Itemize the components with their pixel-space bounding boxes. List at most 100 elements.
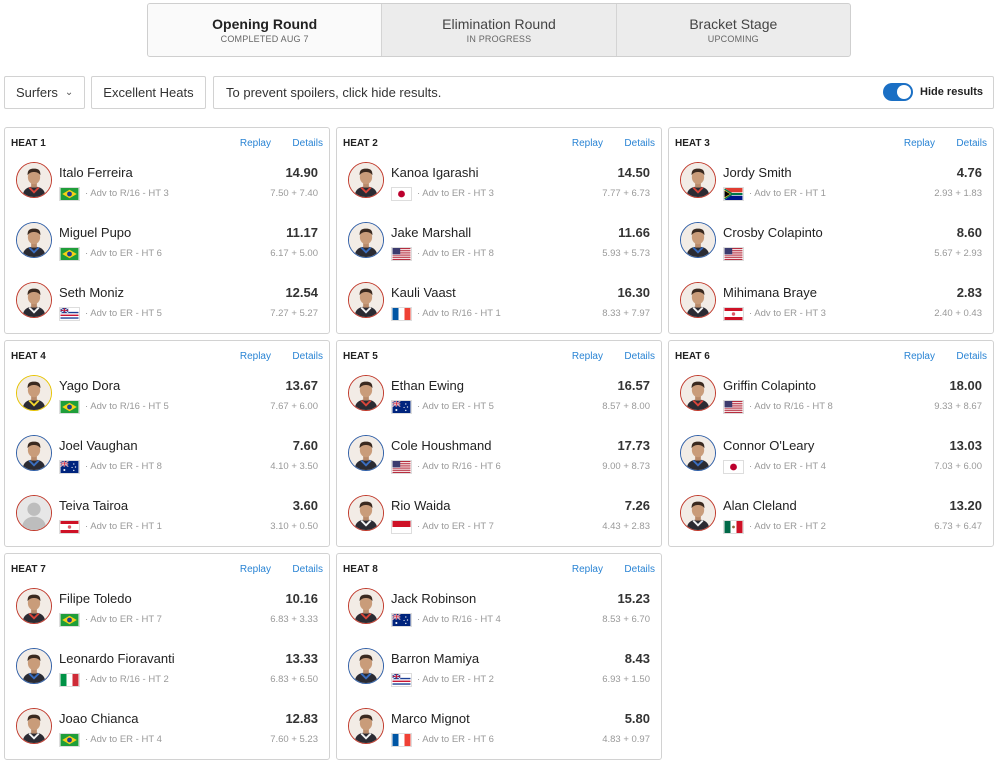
heat-card: HEAT 6 Replay Details Griffin Colapinto · Ad… bbox=[668, 340, 994, 547]
heat-total-score: 7.60 bbox=[292, 438, 318, 453]
surfer-row[interactable]: Ethan Ewing · Adv to ER - HT 5 16.57 8.57 +… bbox=[337, 371, 661, 431]
heat-card: HEAT 5 Replay Details Ethan Ewing · Adv to E… bbox=[336, 340, 662, 547]
surfer-row[interactable]: Joao Chianca · Adv to ER - HT 4 12.83 7.60 … bbox=[5, 704, 329, 762]
surfer-row[interactable]: Griffin Colapinto · Adv to R/16 - HT 8 18.… bbox=[669, 371, 993, 431]
flag-france-icon bbox=[391, 307, 412, 321]
surfer-name: Seth Moniz bbox=[59, 285, 125, 300]
surfer-row[interactable]: Kanoa Igarashi · Adv to ER - HT 3 14.50 7.7… bbox=[337, 158, 661, 218]
surfer-row[interactable]: Leonardo Fioravanti · Adv to R/16 - HT 2 1… bbox=[5, 644, 329, 704]
details-link[interactable]: Details bbox=[624, 351, 655, 362]
flag-australia-icon bbox=[391, 613, 412, 627]
details-link[interactable]: Details bbox=[292, 564, 323, 575]
surfer-name: Barron Mamiya bbox=[391, 651, 480, 666]
heat-total-score: 5.80 bbox=[624, 711, 650, 726]
hide-results-toggle[interactable] bbox=[883, 83, 914, 101]
flag-brazil-icon bbox=[59, 733, 80, 747]
replay-link[interactable]: Replay bbox=[903, 351, 935, 362]
wave-scores: 5.93 + 5.73 bbox=[602, 248, 650, 259]
advancement-text: · Adv to ER - HT 6 bbox=[85, 248, 162, 259]
wave-scores: 7.27 + 5.27 bbox=[270, 308, 318, 319]
surfer-row[interactable]: Connor O'Leary · Adv to ER - HT 4 13.03 7.0… bbox=[669, 431, 993, 491]
round-name: Opening Round bbox=[212, 16, 318, 32]
surfer-row[interactable]: Seth Moniz · Adv to ER - HT 5 12.54 7.27 + … bbox=[5, 278, 329, 338]
advancement-text: · Adv to ER - HT 7 bbox=[85, 614, 162, 625]
surfer-name: Mihimana Braye bbox=[723, 285, 817, 300]
surfer-row[interactable]: Mihimana Braye · Adv to ER - HT 3 2.83 2.40… bbox=[669, 278, 993, 338]
heat-card: HEAT 3 Replay Details Jordy Smith · Adv to E… bbox=[668, 127, 994, 334]
surfer-name: Joel Vaughan bbox=[59, 438, 138, 453]
heat-total-score: 16.30 bbox=[617, 285, 650, 300]
heat-card: HEAT 8 Replay Details Jack Robinson · Adv to… bbox=[336, 553, 662, 760]
avatar bbox=[348, 588, 384, 624]
surfer-row[interactable]: Jake Marshall · Adv to ER - HT 8 11.66 5.93… bbox=[337, 218, 661, 278]
spoiler-text: To prevent spoilers, click hide results. bbox=[226, 85, 442, 100]
surfer-name: Connor O'Leary bbox=[723, 438, 815, 453]
surfer-row[interactable]: Miguel Pupo · Adv to ER - HT 6 11.17 6.17 +… bbox=[5, 218, 329, 278]
surfers-dropdown[interactable]: Surfers ⌄ bbox=[4, 76, 86, 109]
replay-link[interactable]: Replay bbox=[903, 138, 935, 149]
tab-opening-round[interactable]: Opening Round COMPLETED AUG 7 bbox=[148, 4, 382, 56]
details-link[interactable]: Details bbox=[292, 138, 323, 149]
surfer-name: Jordy Smith bbox=[723, 165, 792, 180]
wave-scores: 2.40 + 0.43 bbox=[934, 308, 982, 319]
excellent-heats-button[interactable]: Excellent Heats bbox=[91, 76, 206, 109]
surfer-row[interactable]: Teiva Tairoa · Adv to ER - HT 1 3.60 3.10 +… bbox=[5, 491, 329, 551]
hide-results-control: Hide results bbox=[883, 83, 983, 101]
avatar bbox=[16, 375, 52, 411]
surfer-row[interactable]: Cole Houshmand · Adv to R/16 - HT 6 17.73 9… bbox=[337, 431, 661, 491]
advancement-text: · Adv to R/16 - HT 1 bbox=[417, 308, 501, 319]
heat-title: HEAT 3 bbox=[675, 138, 710, 149]
heat-title: HEAT 5 bbox=[343, 351, 378, 362]
surfer-name: Kauli Vaast bbox=[391, 285, 456, 300]
replay-link[interactable]: Replay bbox=[571, 351, 603, 362]
round-status: UPCOMING bbox=[707, 34, 759, 44]
surfer-row[interactable]: Kauli Vaast · Adv to R/16 - HT 1 16.30 8.33… bbox=[337, 278, 661, 338]
replay-link[interactable]: Replay bbox=[239, 351, 271, 362]
wave-scores: 4.43 + 2.83 bbox=[602, 521, 650, 532]
surfer-row[interactable]: Yago Dora · Adv to R/16 - HT 5 13.67 7.67 +… bbox=[5, 371, 329, 431]
surfer-name: Ethan Ewing bbox=[391, 378, 464, 393]
surfer-row[interactable]: Rio Waida · Adv to ER - HT 7 7.26 4.43 + 2.… bbox=[337, 491, 661, 551]
tab-bracket-stage[interactable]: Bracket Stage UPCOMING bbox=[615, 4, 850, 56]
surfer-row[interactable]: Italo Ferreira · Adv to R/16 - HT 3 14.90 7… bbox=[5, 158, 329, 218]
tab-elimination-round[interactable]: Elimination Round IN PROGRESS bbox=[381, 4, 615, 56]
surfer-row[interactable]: Alan Cleland · Adv to ER - HT 2 13.20 6.73 … bbox=[669, 491, 993, 551]
surfer-row[interactable]: Crosby Colapinto 8.60 5.67 + 2.93 bbox=[669, 218, 993, 278]
details-link[interactable]: Details bbox=[624, 138, 655, 149]
surfer-row[interactable]: Jack Robinson · Adv to R/16 - HT 4 15.23 8.… bbox=[337, 584, 661, 644]
details-link[interactable]: Details bbox=[956, 138, 987, 149]
avatar bbox=[16, 495, 52, 531]
replay-link[interactable]: Replay bbox=[239, 564, 271, 575]
details-link[interactable]: Details bbox=[956, 351, 987, 362]
advancement-text: · Adv to ER - HT 4 bbox=[85, 734, 162, 745]
advancement-text: · Adv to R/16 - HT 4 bbox=[417, 614, 501, 625]
surfer-row[interactable]: Joel Vaughan · Adv to ER - HT 8 7.60 4.10 +… bbox=[5, 431, 329, 491]
replay-link[interactable]: Replay bbox=[571, 564, 603, 575]
advancement-text: · Adv to ER - HT 2 bbox=[749, 521, 826, 532]
surfer-row[interactable]: Jordy Smith · Adv to ER - HT 1 4.76 2.93 + … bbox=[669, 158, 993, 218]
heat-title: HEAT 6 bbox=[675, 351, 710, 362]
avatar bbox=[348, 435, 384, 471]
toggle-knob bbox=[897, 85, 912, 99]
advancement-text: · Adv to ER - HT 5 bbox=[85, 308, 162, 319]
wave-scores: 6.73 + 6.47 bbox=[934, 521, 982, 532]
flag-mexico-icon bbox=[723, 520, 744, 534]
surfer-row[interactable]: Filipe Toledo · Adv to ER - HT 7 10.16 6.83… bbox=[5, 584, 329, 644]
replay-link[interactable]: Replay bbox=[571, 138, 603, 149]
excellent-heats-label: Excellent Heats bbox=[103, 85, 194, 100]
surfer-row[interactable]: Marco Mignot · Adv to ER - HT 6 5.80 4.83 +… bbox=[337, 704, 661, 762]
flag-usa-icon bbox=[391, 247, 412, 261]
avatar bbox=[16, 708, 52, 744]
details-link[interactable]: Details bbox=[624, 564, 655, 575]
replay-link[interactable]: Replay bbox=[239, 138, 271, 149]
avatar bbox=[348, 375, 384, 411]
heat-title: HEAT 4 bbox=[11, 351, 46, 362]
wave-scores: 6.93 + 1.50 bbox=[602, 674, 650, 685]
avatar bbox=[680, 162, 716, 198]
advancement-text: · Adv to ER - HT 1 bbox=[749, 188, 826, 199]
wave-scores: 9.00 + 8.73 bbox=[602, 461, 650, 472]
avatar bbox=[16, 588, 52, 624]
surfer-row[interactable]: Barron Mamiya · Adv to ER - HT 2 8.43 6.93 … bbox=[337, 644, 661, 704]
details-link[interactable]: Details bbox=[292, 351, 323, 362]
advancement-text: · Adv to ER - HT 1 bbox=[85, 521, 162, 532]
